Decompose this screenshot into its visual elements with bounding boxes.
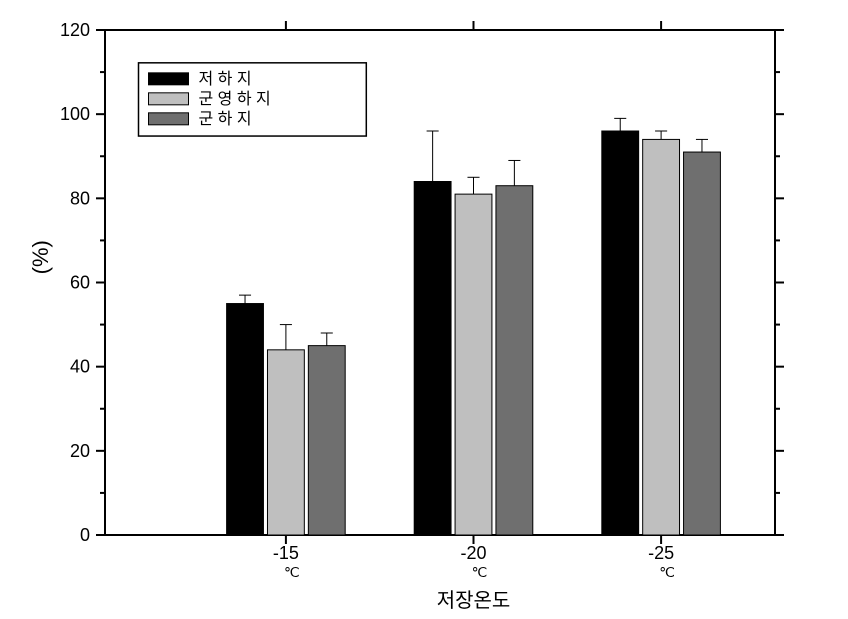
legend-label: 군 영 하 지: [199, 90, 271, 108]
bar: [414, 182, 451, 536]
y-tick-label: 60: [70, 273, 90, 293]
bar-chart: 020406080100120-15℃-20℃-25℃(%)저장온도저 하 지군…: [0, 0, 848, 619]
x-tick-sublabel: ℃: [284, 564, 300, 580]
legend-swatch: [149, 113, 189, 125]
legend-swatch: [149, 93, 189, 105]
x-tick-sublabel: ℃: [659, 564, 675, 580]
legend-swatch: [149, 73, 189, 85]
y-tick-label: 0: [80, 525, 90, 545]
bar: [496, 186, 533, 535]
bar: [602, 131, 639, 535]
y-tick-label: 40: [70, 357, 90, 377]
legend-label: 군 하 지: [199, 110, 252, 128]
x-tick-label: -15: [273, 543, 299, 563]
bar: [643, 139, 680, 535]
x-tick-label: -25: [648, 543, 674, 563]
y-axis-label: (%): [28, 240, 53, 274]
bar: [684, 152, 721, 535]
bar: [227, 304, 264, 535]
y-tick-label: 120: [60, 20, 90, 40]
bar: [267, 350, 304, 535]
y-tick-label: 100: [60, 104, 90, 124]
y-tick-label: 80: [70, 188, 90, 208]
bar: [308, 346, 345, 535]
bar: [455, 194, 492, 535]
x-axis-label: 저장온도: [437, 589, 511, 612]
x-tick-sublabel: ℃: [472, 564, 488, 580]
x-tick-label: -20: [460, 543, 486, 563]
y-tick-label: 20: [70, 441, 90, 461]
legend-label: 저 하 지: [199, 70, 252, 88]
